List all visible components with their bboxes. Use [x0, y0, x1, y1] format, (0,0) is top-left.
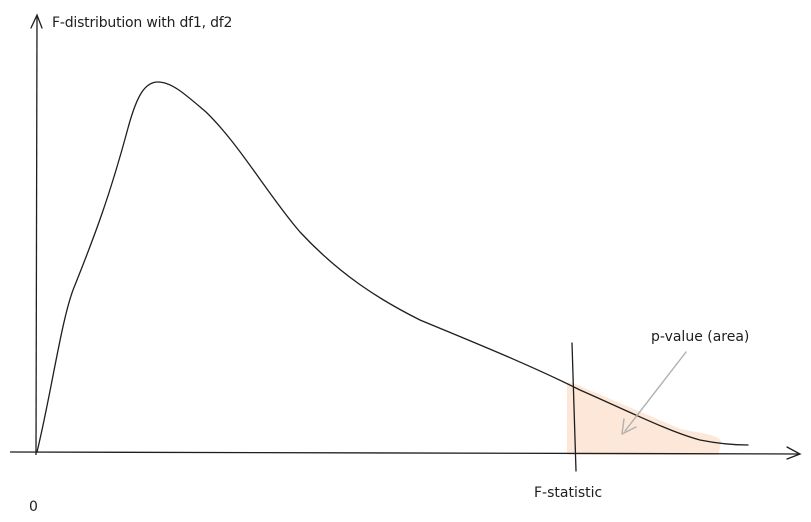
x-axis	[9, 451, 800, 455]
p-value-annotation-arrow	[624, 351, 687, 432]
f-distribution-curve	[36, 81, 749, 453]
f-statistic-label: F-statistic	[534, 485, 603, 501]
y-axis-title: F-distribution with df1, df2	[52, 15, 233, 31]
y-axis-arrowhead	[30, 13, 43, 29]
y-axis	[35, 15, 38, 456]
p-value-arrowhead	[621, 418, 637, 435]
x-axis-arrowhead	[786, 446, 802, 460]
p-value-label: p-value (area)	[651, 329, 750, 345]
origin-label: 0	[29, 499, 38, 515]
f-statistic-line	[571, 342, 577, 472]
